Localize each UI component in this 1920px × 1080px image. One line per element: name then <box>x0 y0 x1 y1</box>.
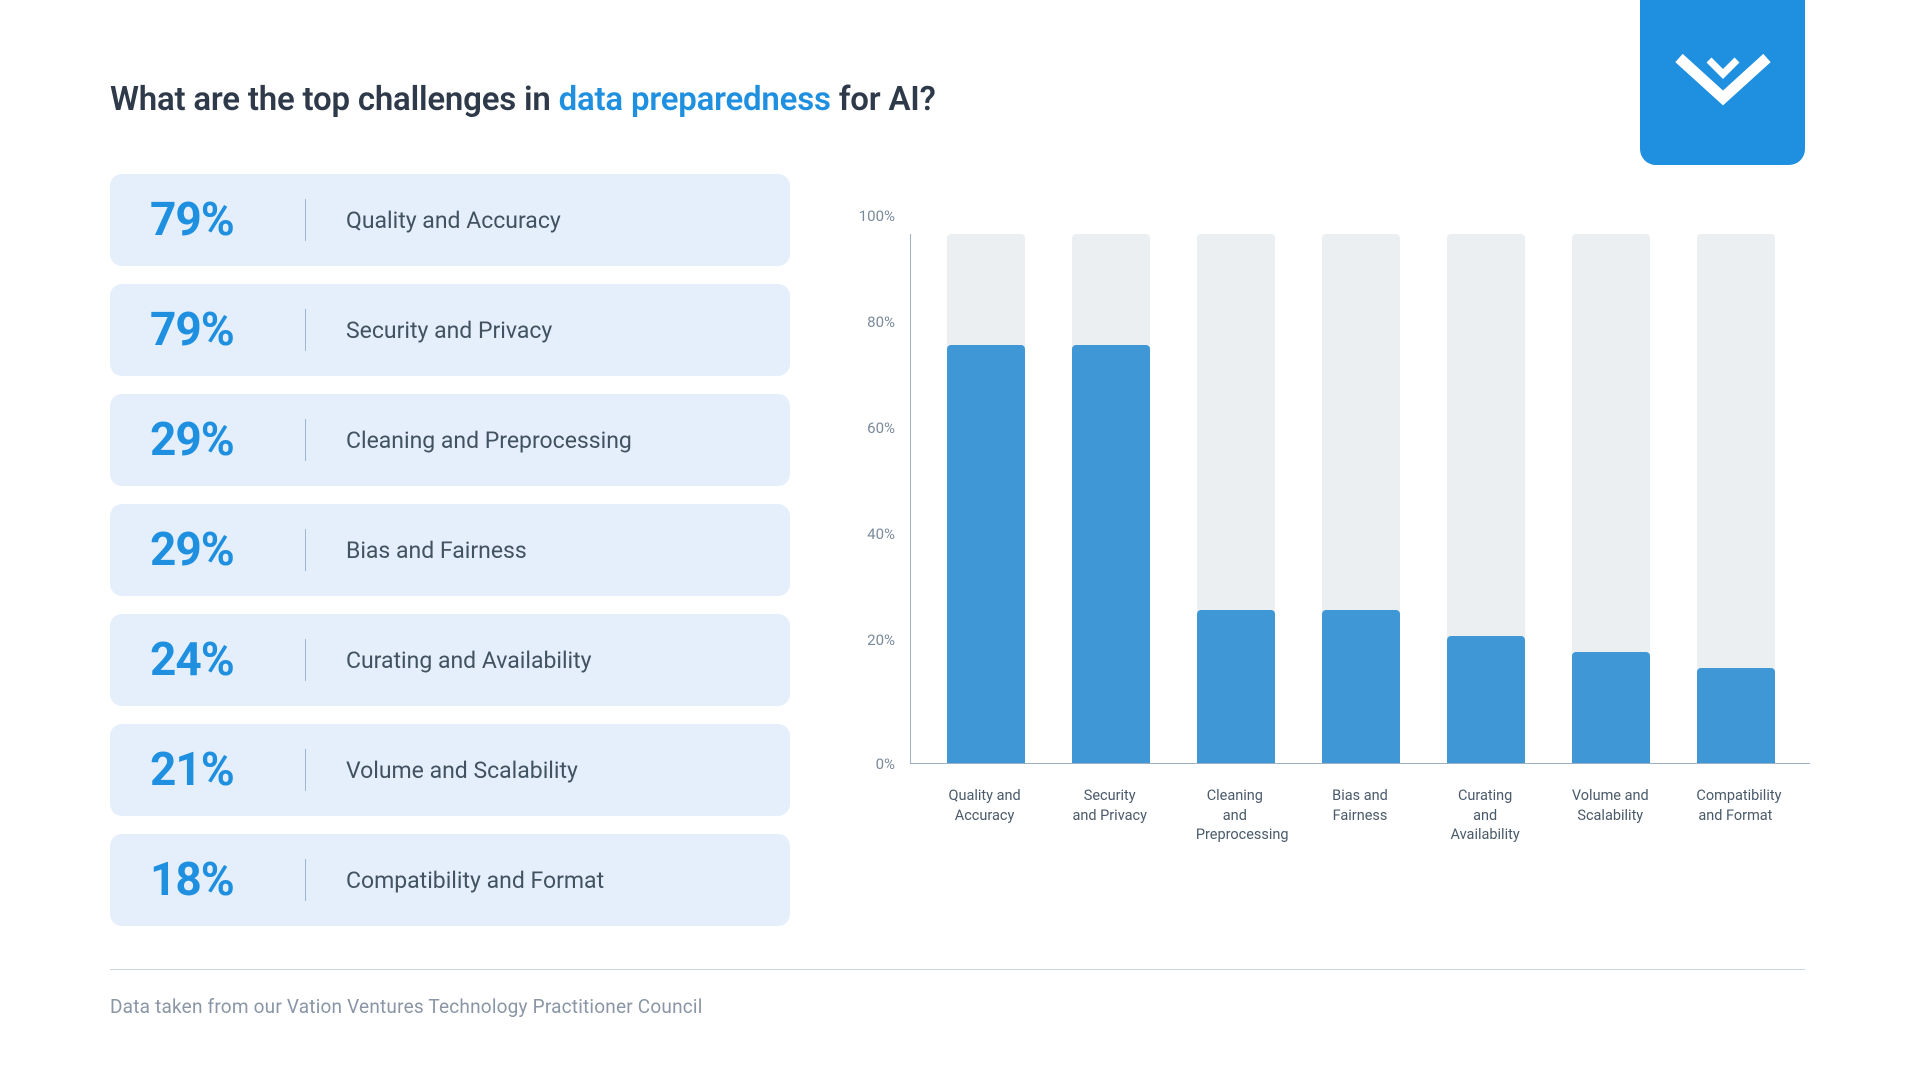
stat-label: Security and Privacy <box>346 317 552 344</box>
stat-label: Compatibility and Format <box>346 867 604 894</box>
bar-fill <box>1322 610 1400 763</box>
page-title: What are the top challenges in data prep… <box>110 80 1810 119</box>
stat-item: 29% Cleaning and Preprocessing <box>110 394 790 486</box>
stat-divider <box>305 199 306 241</box>
x-label: Volume and Scalability <box>1571 786 1649 845</box>
stat-pct: 21% <box>150 743 305 797</box>
y-tick: 40% <box>867 525 895 543</box>
stat-divider <box>305 309 306 351</box>
stat-pct: 29% <box>150 523 305 577</box>
y-tick: 100% <box>859 207 895 225</box>
stat-item: 24% Curating and Availability <box>110 614 790 706</box>
stat-pct: 79% <box>150 303 305 357</box>
x-label: Compatibility and Format <box>1696 786 1774 845</box>
bar-fill <box>1197 610 1275 763</box>
bar <box>1572 234 1650 763</box>
stat-label: Curating and Availability <box>346 647 592 674</box>
stat-pct: 24% <box>150 633 305 687</box>
bar <box>1697 234 1775 763</box>
stat-list: 79% Quality and Accuracy 79% Security an… <box>110 174 790 926</box>
infographic-container: What are the top challenges in data prep… <box>0 0 1920 1080</box>
bar-fill <box>1697 668 1775 763</box>
bar <box>1447 234 1525 763</box>
x-axis-labels: Quality and Accuracy Security and Privac… <box>910 786 1810 845</box>
y-tick: 80% <box>867 313 895 331</box>
chart-plot <box>910 234 1810 764</box>
stat-divider <box>305 639 306 681</box>
y-axis-ticks: 0% 20% 40% 60% 80% 100% <box>850 234 905 764</box>
stat-item: 18% Compatibility and Format <box>110 834 790 926</box>
stat-pct: 18% <box>150 853 305 907</box>
y-tick: 20% <box>867 631 895 649</box>
bar-fill <box>947 345 1025 763</box>
x-label: Cleaning and Preprocessing <box>1196 786 1274 845</box>
brand-logo-icon <box>1673 48 1773 118</box>
stat-pct: 79% <box>150 193 305 247</box>
content-row: 79% Quality and Accuracy 79% Security an… <box>110 174 1810 926</box>
stat-label: Cleaning and Preprocessing <box>346 427 632 454</box>
bar <box>1072 234 1150 763</box>
title-highlight: data preparedness <box>559 80 831 119</box>
stat-divider <box>305 749 306 791</box>
bar-chart: 0% 20% 40% 60% 80% 100% <box>910 234 1810 764</box>
bar-fill <box>1447 636 1525 763</box>
bar-fill <box>1572 652 1650 763</box>
bar <box>1322 234 1400 763</box>
title-suffix: for AI? <box>831 80 936 119</box>
stat-divider <box>305 419 306 461</box>
x-label: Bias and Fairness <box>1321 786 1399 845</box>
footer-divider <box>110 969 1805 970</box>
stat-label: Bias and Fairness <box>346 537 527 564</box>
x-label: Curating and Availability <box>1446 786 1524 845</box>
stat-pct: 29% <box>150 413 305 467</box>
bar-fill <box>1072 345 1150 763</box>
stat-item: 21% Volume and Scalability <box>110 724 790 816</box>
stat-divider <box>305 529 306 571</box>
footer-source: Data taken from our Vation Ventures Tech… <box>110 995 703 1018</box>
bar <box>947 234 1025 763</box>
stat-item: 29% Bias and Fairness <box>110 504 790 596</box>
title-prefix: What are the top challenges in <box>110 80 559 119</box>
bar <box>1197 234 1275 763</box>
brand-logo-badge <box>1640 0 1805 165</box>
y-tick: 0% <box>876 755 895 773</box>
chart-area: 0% 20% 40% 60% 80% 100% <box>850 174 1810 926</box>
x-label: Security and Privacy <box>1071 786 1149 845</box>
x-label: Quality and Accuracy <box>946 786 1024 845</box>
stat-label: Quality and Accuracy <box>346 207 561 234</box>
y-tick: 60% <box>867 419 895 437</box>
stat-item: 79% Quality and Accuracy <box>110 174 790 266</box>
stat-label: Volume and Scalability <box>346 757 578 784</box>
stat-item: 79% Security and Privacy <box>110 284 790 376</box>
stat-divider <box>305 859 306 901</box>
